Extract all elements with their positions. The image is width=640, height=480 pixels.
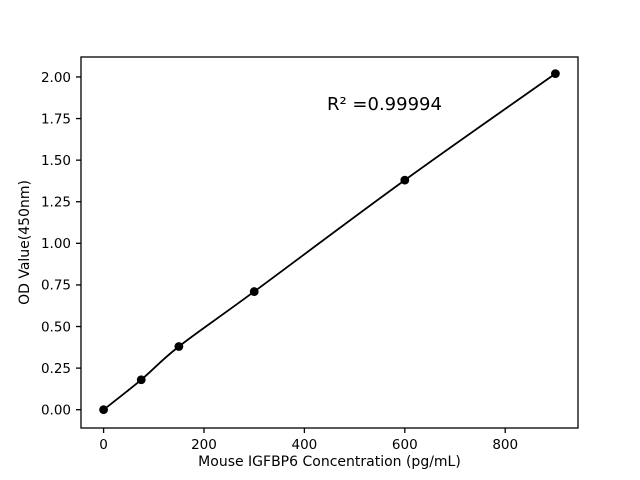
y-tick-label: 0.25 bbox=[41, 361, 71, 377]
y-tick-label: 0.75 bbox=[41, 278, 71, 294]
y-tick-label: 1.75 bbox=[41, 111, 71, 127]
y-tick-label: 0.00 bbox=[41, 402, 71, 418]
y-tick-label: 1.50 bbox=[41, 153, 71, 169]
y-tick-label: 0.50 bbox=[41, 319, 71, 335]
plot-area bbox=[80, 56, 579, 429]
data-point-marker bbox=[136, 375, 146, 385]
x-axis-ticks: 0 200 400 600 800 bbox=[99, 428, 518, 453]
y-tick-label: 1.25 bbox=[41, 195, 71, 211]
data-series bbox=[99, 69, 560, 415]
x-tick-label: 400 bbox=[292, 437, 318, 453]
data-point-marker bbox=[174, 342, 184, 351]
data-point-marker bbox=[99, 405, 108, 415]
data-point-marker bbox=[400, 175, 410, 185]
r-squared-annotation: R² =0.99994 bbox=[327, 94, 442, 115]
y-axis-label: OD Value(450nm) bbox=[17, 180, 33, 305]
x-axis-label: Mouse IGFBP6 Concentration (pg/mL) bbox=[198, 454, 461, 470]
data-point-marker bbox=[249, 287, 259, 296]
data-point-marker bbox=[551, 69, 560, 79]
y-tick-label: 2.00 bbox=[41, 70, 71, 86]
x-tick-label: 600 bbox=[392, 437, 418, 453]
y-tick-label: 1.00 bbox=[41, 236, 71, 252]
y-axis-ticks: 0.00 0.25 0.50 0.75 1.00 1.25 1.50 1.75 2.00 bbox=[41, 70, 81, 418]
x-tick-label: 0 bbox=[99, 437, 108, 453]
x-tick-label: 800 bbox=[492, 437, 518, 453]
x-tick-label: 200 bbox=[191, 437, 217, 453]
